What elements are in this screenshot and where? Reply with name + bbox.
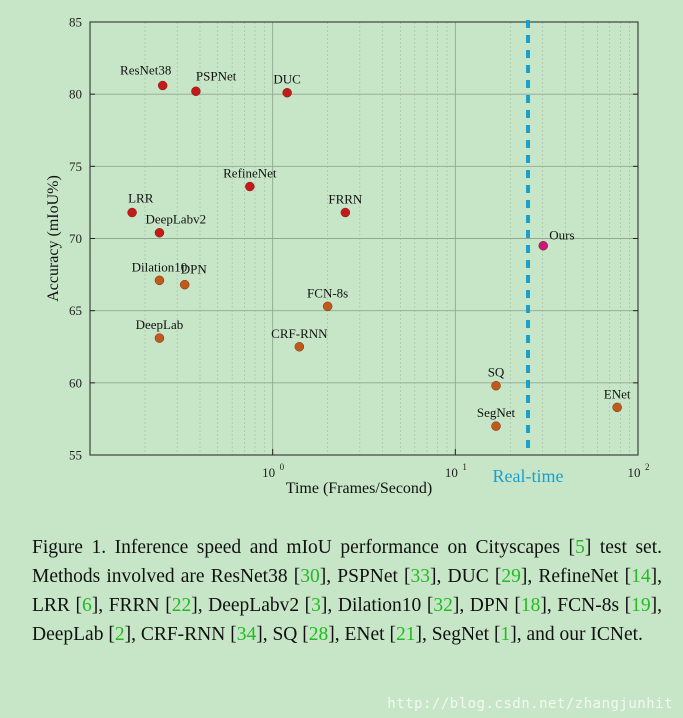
caption-text: ], Dilation10 [ [320,595,434,616]
point-dilation10 [154,275,165,286]
x-tick-exponent: 2 [645,462,650,472]
point-pspnet [191,86,201,96]
caption-text: Figure 1. Inference speed and mIoU perfo… [32,537,576,558]
citation-link[interactable]: 33 [410,566,431,587]
caption-text: ], PSPNet [ [319,566,411,587]
x-tick-label: 10 [628,465,641,480]
label-resnet38: ResNet38 [120,63,171,78]
caption-text: ], DeepLabv2 [ [191,595,312,616]
caption-text: ], ENet [ [328,624,396,645]
label-fcn-8s: FCN-8s [307,285,348,300]
citation-link[interactable]: 32 [433,595,453,616]
caption-text: ], DUC [ [430,566,502,587]
y-axis-label: Accuracy (mIoU%) [45,175,62,302]
point-sq [491,381,501,391]
caption-text: ], LRR [ [32,566,662,616]
citation-link[interactable]: 30 [300,566,320,587]
y-tick-label: 65 [69,303,82,318]
label-enet: ENet [604,386,631,401]
y-tick-label: 80 [69,87,82,102]
caption-text: ], FRRN [ [91,595,172,616]
label-duc: DUC [273,72,300,87]
citation-link[interactable]: 21 [395,624,416,645]
point-fcn-8s [322,301,333,312]
point-crf-rnn [294,342,305,352]
point-segnet [491,421,501,431]
caption-text: ], DPN [ [452,595,521,616]
watermark: http://blog.csdn.net/zhangjunhit [387,696,673,712]
point-frrn [340,207,351,218]
x-tick-exponent: 1 [462,462,467,472]
citation-link[interactable]: 6 [82,595,92,616]
citation-link[interactable]: 2 [114,624,125,645]
x-axis-label: Time (Frames/Second) [286,480,433,497]
point-refinenet [245,181,255,192]
citation-link[interactable]: 5 [575,537,585,558]
label-crf-rnn: CRF-RNN [271,326,328,341]
citation-link[interactable]: 22 [171,595,192,616]
citation-link[interactable]: 14 [631,566,651,587]
label-dilation10: Dilation10 [132,259,188,274]
label-dpn: DPN [181,262,208,277]
point-enet [612,402,622,413]
x-tick-exponent: 0 [280,462,285,472]
label-lrr: LRR [128,191,154,206]
x-tick-label: 10 [262,465,275,480]
label-refinenet: RefineNet [223,166,277,181]
y-tick-label: 70 [69,231,82,246]
label-ours: Ours [549,228,574,243]
y-tick-label: 75 [69,159,82,174]
label-deeplab: DeepLab [136,317,184,332]
point-deeplab [154,333,165,343]
point-dpn [180,279,190,290]
y-tick-label: 60 [69,375,82,390]
citation-link[interactable]: 19 [631,595,651,616]
label-deeplabv2: DeepLabv2 [145,212,206,227]
y-tick-label: 85 [69,15,82,30]
point-duc [282,88,292,98]
label-segnet: SegNet [477,405,516,420]
citation-link[interactable]: 28 [308,624,329,645]
citation-link[interactable]: 29 [501,566,521,587]
point-resnet38 [157,80,168,91]
caption-text: ], RefineNet [ [520,566,632,587]
caption-text: ] test set. Methods involved are ResNet3… [32,537,663,587]
caption-text: ], FCN-8s [ [540,595,632,616]
point-lrr [127,207,137,218]
realtime-label: Real-time [493,466,564,486]
label-sq: SQ [488,365,505,380]
caption-text: ], CRF-RNN [ [124,624,237,645]
citation-link[interactable]: 3 [311,595,321,616]
figure-caption: Figure 1. Inference speed and mIoU perfo… [32,533,662,649]
citation-link[interactable]: 34 [236,624,257,645]
x-tick-label: 10 [445,465,458,480]
label-pspnet: PSPNet [196,68,237,83]
label-frrn: FRRN [328,192,363,207]
point-deeplabv2 [154,228,165,238]
caption-text: ], SegNet [ [415,624,501,645]
scatter-chart: 55 60 65 70 75 80 85 10 0 10 1 10 2 Time (Frames/Seco… [45,15,650,498]
caption-text: ], and our ICNet. [510,624,643,645]
caption-text: ], DeepLab [ [32,595,663,645]
y-tick-label: 55 [69,448,82,463]
caption-text: ], SQ [ [256,624,309,645]
citation-link[interactable]: 1 [500,624,511,645]
citation-link[interactable]: 18 [520,595,541,616]
point-ours [538,241,548,251]
